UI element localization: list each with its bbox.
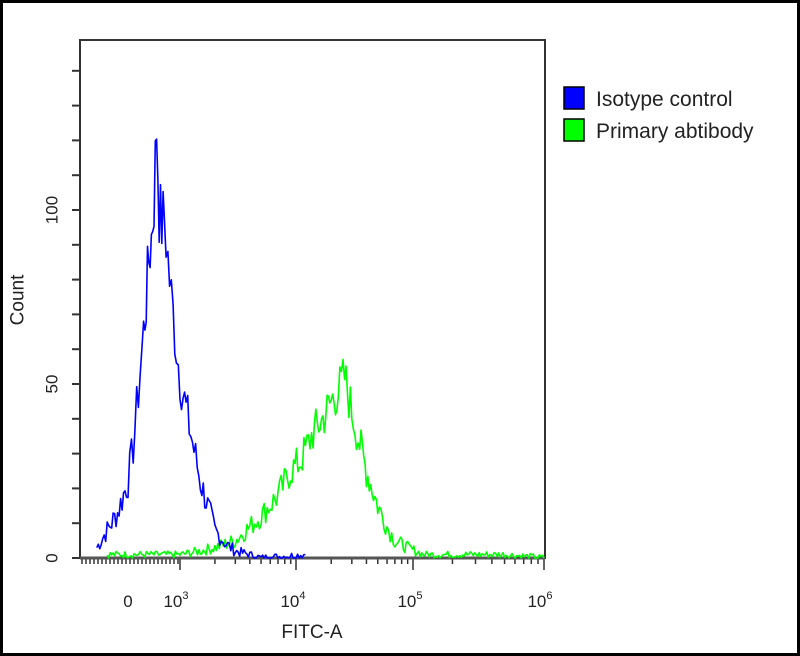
- y-axis-ticks: [72, 69, 80, 559]
- x-tick-label-1e4: 104: [280, 590, 305, 611]
- legend-swatch-primary-antibody: [563, 118, 585, 142]
- x-tick-label-0: 0: [123, 592, 132, 611]
- isotype-control-histogram: [96, 138, 306, 559]
- x-tick-label-1e3: 103: [163, 590, 188, 611]
- x-tick-label-1e5: 105: [397, 590, 422, 611]
- x-axis-ticks: [80, 556, 545, 570]
- y-tick-label-100: 100: [43, 196, 62, 224]
- y-tick-label-0: 0: [43, 553, 62, 562]
- legend: Isotype control Primary abtibody: [563, 86, 754, 143]
- y-tick-label-50: 50: [43, 375, 62, 394]
- plot-area: [79, 39, 546, 559]
- x-tick-label-1e6: 106: [527, 590, 552, 611]
- x-axis-label: FITC-A: [281, 622, 343, 643]
- legend-label-isotype-control: Isotype control: [596, 88, 733, 111]
- legend-label-primary-antibody: Primary abtibody: [596, 120, 754, 143]
- y-axis-label: Count: [8, 274, 29, 325]
- legend-swatch-isotype-control: [563, 86, 585, 110]
- primary-antibody-histogram: [106, 358, 545, 559]
